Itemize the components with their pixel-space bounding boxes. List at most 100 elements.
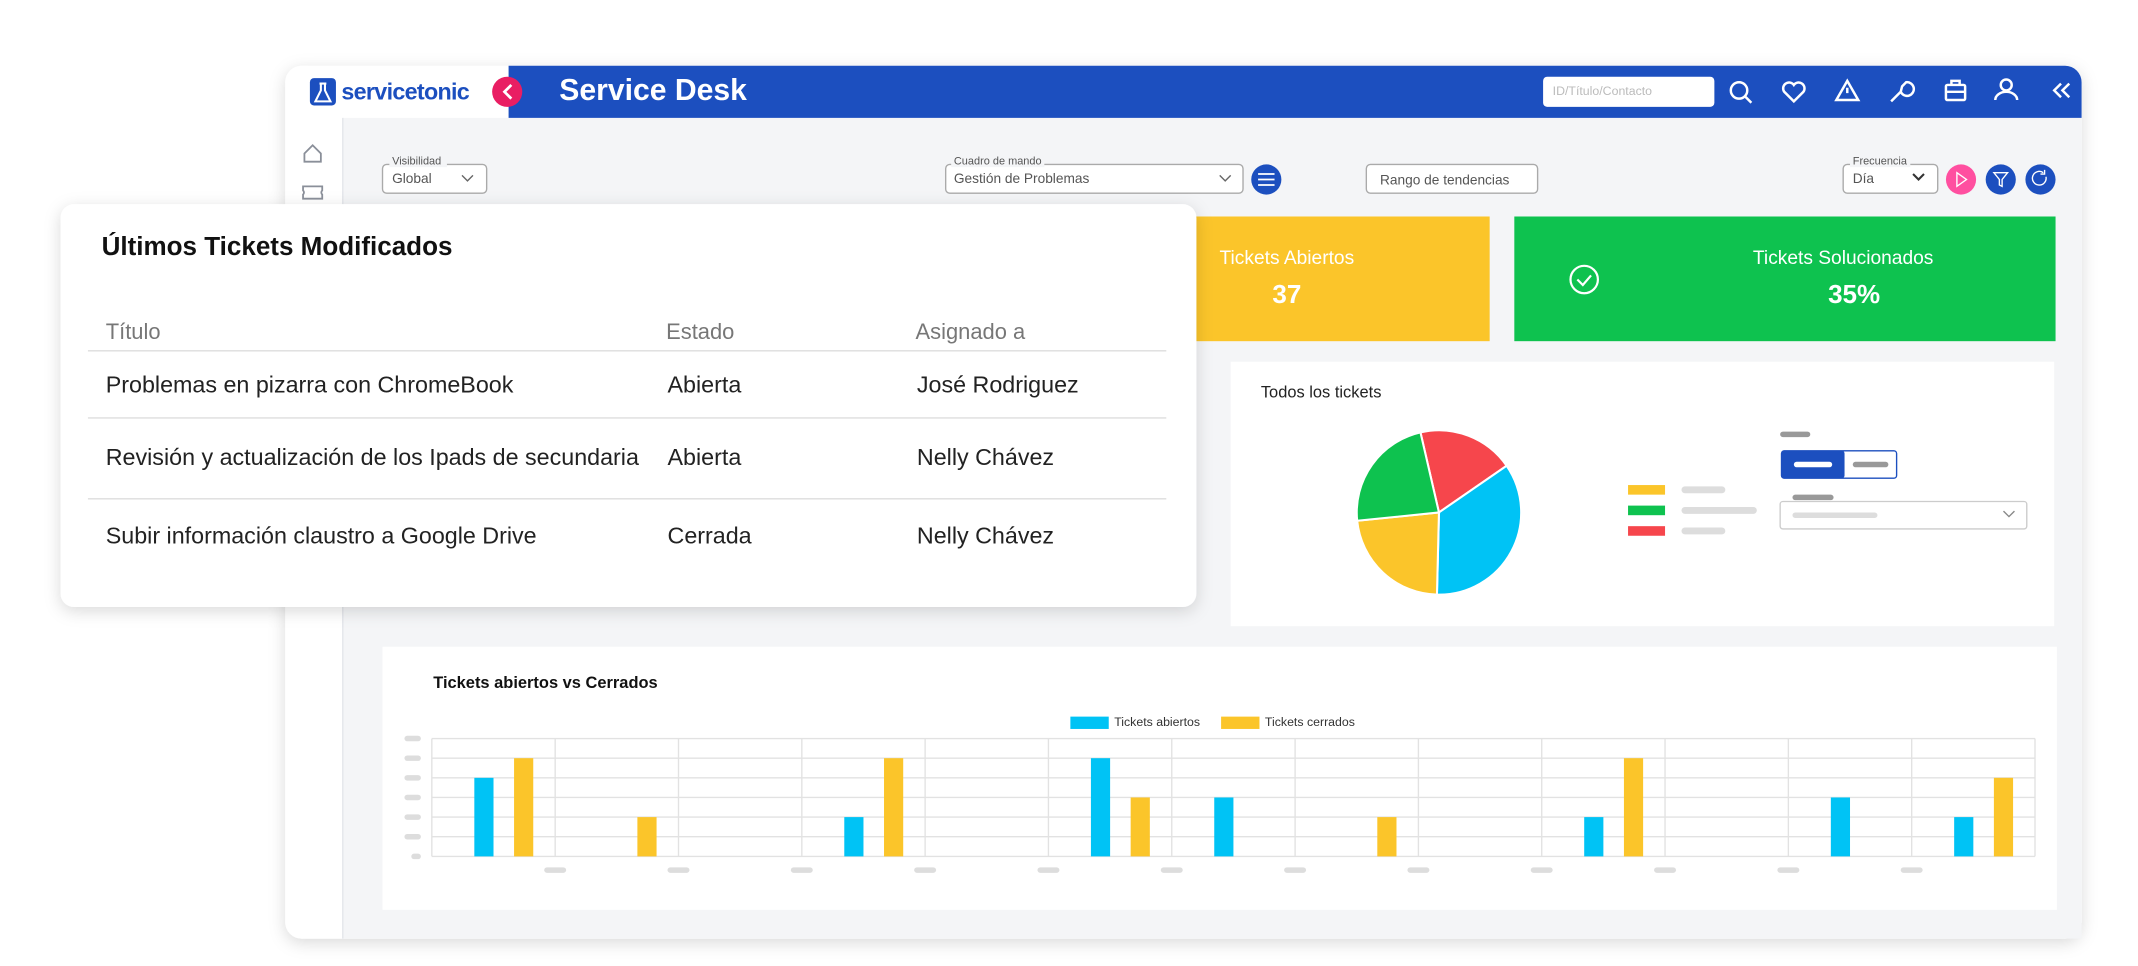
placeholder-line [1792,512,1878,518]
kpi-open-label: Tickets Abiertos [1220,248,1355,269]
x-tick-placeholder [1777,867,1800,873]
placeholder-line [1681,527,1726,535]
sidebar-icons [302,143,324,200]
chevron [2003,510,2015,518]
play-button[interactable] [1945,164,1977,195]
expand-icon[interactable] [2052,82,2071,99]
bar [1993,777,2014,857]
filter-button[interactable] [1985,164,2016,195]
user-icon[interactable] [1999,78,2013,92]
tickets-card [60,204,1197,608]
settings-icon [1258,173,1275,186]
logo-text: servicetonic [341,78,469,104]
filter-icon [1992,171,2010,188]
favorites-icon[interactable] [1781,81,1806,104]
x-tick-placeholder [1407,867,1430,873]
table-cell: Nelly Chávez [917,444,1054,470]
bar [1130,797,1150,857]
home-icon[interactable] [303,143,322,163]
legend-swatch [1070,716,1109,729]
table-header: Asignado a [916,319,1026,344]
bar [844,817,864,857]
y-tick-placeholder [404,775,421,781]
kpi-solved-card [1514,216,2056,342]
dashboard-value: Gestión de Problemas [954,171,1090,186]
x-tick-placeholder [667,867,690,873]
tickets-icon[interactable] [302,185,324,200]
pie-slice [1355,431,1441,522]
table-cell: Nelly Chávez [917,522,1054,548]
x-tick-placeholder [790,867,813,873]
table-cell: Revisión y actualización de los Ipads de… [106,444,639,470]
label-bg [951,156,1045,168]
x-tick-placeholder [1284,867,1307,873]
user-body [1994,90,2019,101]
table-cell: Subir información claustro a Google Driv… [106,522,537,548]
table-cell: José Rodriguez [917,372,1079,398]
alert-icon[interactable] [1834,78,1861,102]
bar [637,817,657,857]
x-tick-placeholder [1160,867,1183,873]
bar [1377,817,1397,857]
bar [474,777,494,857]
frequency-label: Frecuencia [1853,156,1908,168]
refresh-button[interactable] [2025,164,2056,195]
play-icon [1956,171,1968,188]
kpi-solved-value: 35% [1828,279,1880,309]
legend-label: Tickets cerrados [1265,715,1355,729]
placeholder-select[interactable] [1779,500,2028,530]
bar [1830,797,1851,857]
table-title: Últimos Tickets Modificados [102,231,453,261]
x-tick-placeholder [1530,867,1553,873]
label-bg [1850,156,1911,168]
y-tick-placeholder [404,794,421,801]
frequency-value: Día [1853,171,1875,186]
y-tick-placeholder [404,814,421,820]
legend-label: Tickets abiertos [1114,715,1200,729]
pie-slice [1419,429,1509,515]
table-cell: Abierta [668,372,742,398]
placeholder-line [1852,461,1889,468]
logo-flask [313,82,333,103]
y-tick-placeholder [404,735,421,742]
bar-chart: Tickets abiertos Tickets cerrados [404,715,2036,873]
dashboard-select[interactable] [944,163,1244,194]
legend-swatch [1221,716,1260,729]
y-tick-placeholder [411,853,421,860]
trend-range: Rango de tendencias [1380,172,1510,187]
table-cell: Problemas en pizarra con ChromeBook [106,372,514,398]
trend-range-input[interactable] [1365,163,1539,194]
chevron [1912,173,1925,181]
kpi-solved-label: Tickets Solucionados [1753,248,1933,269]
app-title: Service Desk [559,74,747,107]
legend-swatch [1628,505,1666,516]
table-header: Estado [666,319,734,344]
kpi-open-card [1164,216,1490,342]
y-tick-placeholder [404,755,421,761]
tools-icon[interactable] [1890,80,1916,103]
check-icon [1569,264,1599,295]
bar [1214,797,1234,857]
search-input[interactable] [1543,76,1715,107]
table-header: Título [106,319,161,344]
header-icons [1729,78,2071,104]
kpi-open-value: 37 [1272,279,1301,309]
search-icon-handle [1743,95,1753,104]
placeholder-line [1681,486,1726,494]
x-tick-placeholder [1037,867,1060,873]
search-icon[interactable] [1729,80,1749,100]
tickets-table: Título Estado Asignado a Problemas en pizar… [87,319,1167,548]
briefcase-detail [1945,79,1966,94]
bar [884,758,904,857]
collapse-button[interactable] [492,76,523,107]
placeholder-line [1792,494,1834,501]
y-tick-placeholder [404,834,421,840]
pie-legend-placeholder [1628,431,2028,536]
x-tick-placeholder [1654,867,1677,873]
bar [1623,758,1644,857]
refresh-icon [2031,169,2047,186]
collapse-icon [502,83,513,100]
pie-title: Todos los tickets [1261,384,1382,402]
bar-title: Tickets abiertos vs Cerrados [433,674,657,692]
bar [1090,758,1111,857]
